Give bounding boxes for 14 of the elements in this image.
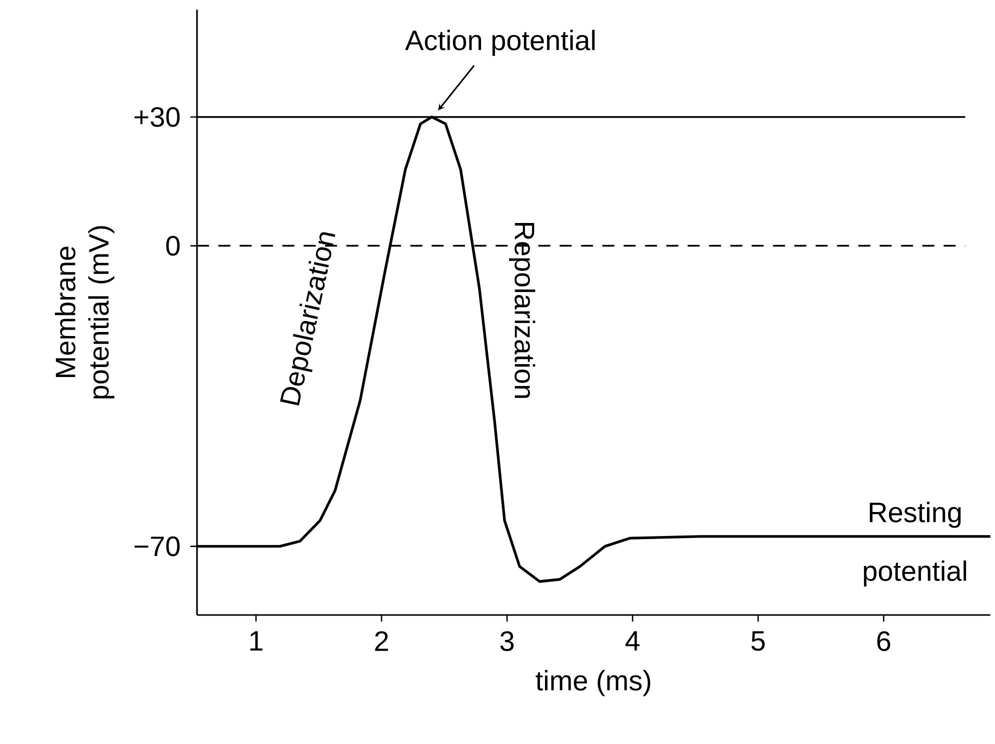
x-axis-title: time (ms) — [536, 670, 650, 696]
annotation: Action potential — [405, 30, 595, 56]
x-tick-label: 3 — [500, 631, 514, 652]
x-tick-label: 6 — [877, 631, 890, 652]
x-tick-label: 5 — [751, 631, 765, 651]
x-tick-label: 4 — [625, 631, 640, 651]
x-tick-label: 2 — [375, 631, 388, 651]
x-tick-label: 1 — [250, 631, 262, 651]
y-tick-label: −70 — [134, 536, 180, 556]
y-tick-label: +30 — [134, 107, 180, 127]
annotation: Resting potential — [864, 502, 966, 587]
annotation: Repolarization — [509, 222, 536, 398]
y-axis-title: Membrane potential (mV) — [54, 226, 114, 398]
y-tick-label: 0 — [166, 236, 180, 256]
